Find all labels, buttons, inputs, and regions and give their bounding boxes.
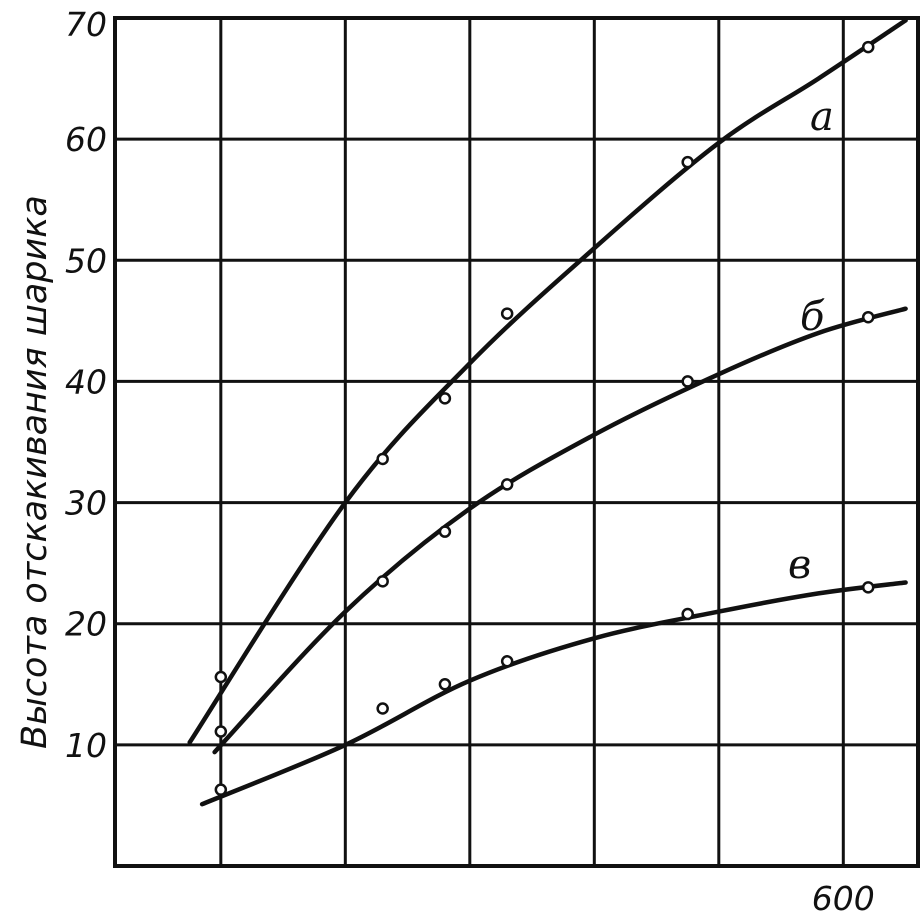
y-tick-label-70: 70 [65, 5, 107, 44]
y-tick-label-60: 60 [65, 120, 107, 159]
series-2-point-1 [214, 725, 228, 738]
series-1-point-6 [861, 40, 875, 54]
series-1-point-2 [376, 452, 389, 466]
series-3-point-1 [214, 783, 228, 796]
series-2-line [212, 306, 908, 755]
y-tick-label-10: 10 [65, 726, 107, 765]
plot-frame [113, 16, 920, 868]
y-tick-label-20: 20 [65, 605, 107, 644]
series-2-label: б [800, 294, 825, 340]
y-tick-label-40: 40 [65, 362, 107, 401]
series-3-point-4 [500, 655, 514, 668]
series-1-line [187, 18, 908, 745]
series-1-point-3 [438, 392, 452, 405]
y-tick-label-30: 30 [65, 484, 107, 523]
series-2-point-3 [438, 525, 452, 538]
series-3-label: в [788, 542, 811, 588]
series-2-point-2 [376, 575, 389, 588]
y-axis-label: Высота отскакивания шарика [15, 195, 55, 749]
y-tick-label-50: 50 [65, 241, 107, 280]
series-1-point-4 [500, 307, 514, 320]
series-3-line [199, 580, 908, 807]
series-3-point-6 [861, 581, 875, 594]
x-tick-label-600: 600 [812, 879, 875, 918]
series-3-point-5 [681, 607, 694, 621]
series-1-label: а [810, 94, 834, 140]
series-3-point-2 [376, 702, 389, 715]
series-2-point-5 [681, 375, 694, 388]
series-1-point-5 [681, 155, 694, 169]
series-1-point-1 [214, 670, 228, 684]
series-3-point-3 [438, 678, 452, 691]
series-2-point-6 [861, 310, 875, 324]
series-2-point-4 [500, 478, 514, 491]
